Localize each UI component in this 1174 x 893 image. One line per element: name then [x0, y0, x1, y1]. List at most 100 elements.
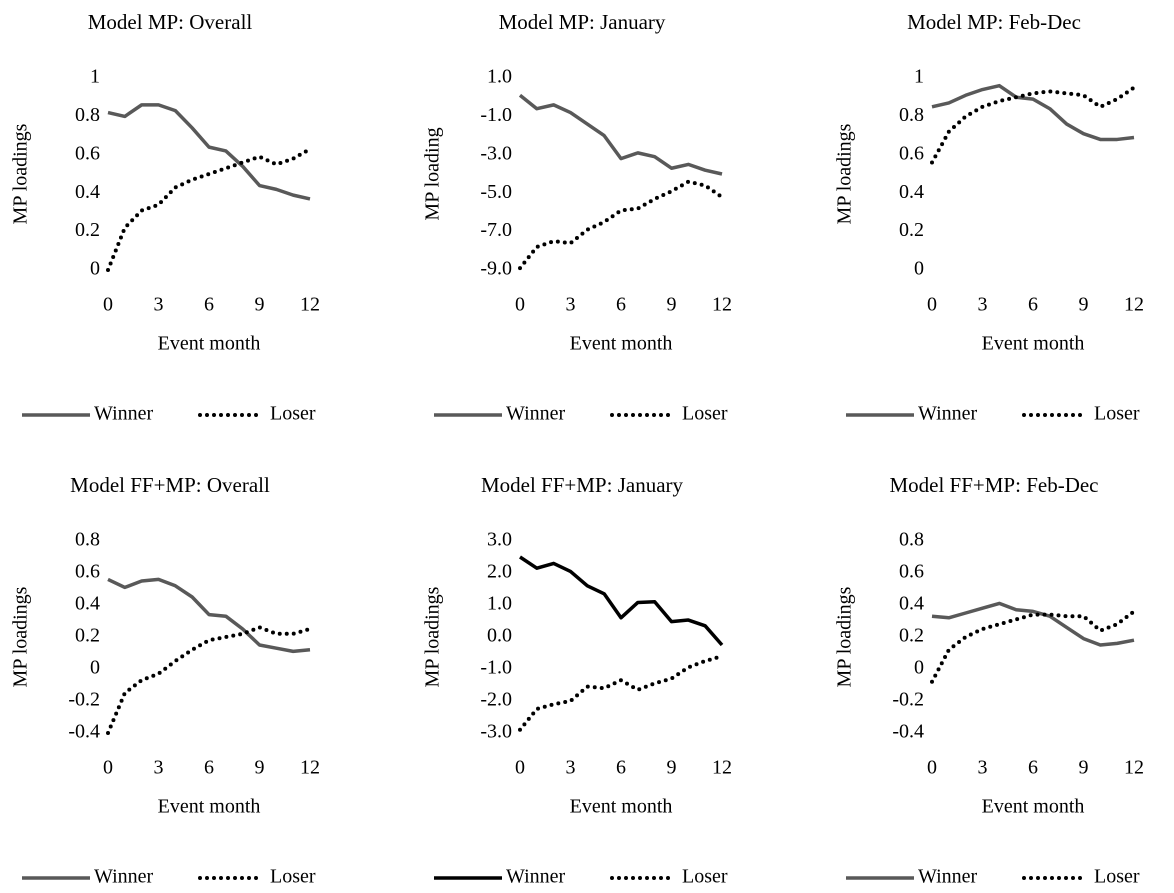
- y-tick-label: -9.0: [480, 258, 512, 280]
- series-line: [106, 625, 312, 735]
- y-tick-label: 0.6: [899, 142, 924, 164]
- chart-panel: Model FF+MP: January -3.0 -2.0 -1.0 0.0 1.0 2.…: [422, 473, 732, 888]
- chart-title: Model MP: January: [499, 10, 666, 34]
- y-tick-label: 1.0: [487, 593, 512, 615]
- x-tick-label: 0: [927, 757, 937, 779]
- x-axis-label: Event month: [158, 333, 261, 355]
- chart-panel: Model FF+MP: Feb-Dec -0.4 -0.2 0 0.2 0.4 0.6 0.…: [834, 473, 1144, 888]
- x-tick-label: 0: [103, 294, 113, 316]
- chart-title: Model MP: Feb-Dec: [907, 10, 1081, 34]
- y-tick-label: 0.6: [75, 142, 100, 164]
- x-tick-label: 12: [1124, 294, 1144, 316]
- y-tick-label: 0.2: [899, 625, 924, 647]
- x-tick-label: 12: [1124, 757, 1144, 779]
- y-tick-label: 0.6: [75, 561, 100, 583]
- series-line: [518, 179, 724, 271]
- y-tick-label: 0.8: [75, 104, 100, 126]
- y-tick-label: 1: [914, 66, 924, 88]
- legend-label: Winner: [918, 866, 978, 888]
- legend-label: Winner: [918, 403, 978, 425]
- x-axis-label: Event month: [158, 796, 261, 818]
- y-tick-label: 0.8: [899, 104, 924, 126]
- y-tick-label: -1.0: [480, 657, 512, 679]
- series-line: [519, 555, 724, 647]
- legend-label: Winner: [94, 403, 154, 425]
- y-tick-label: 0.4: [899, 593, 924, 615]
- y-tick-label: -1.0: [480, 104, 512, 126]
- series-line: [931, 601, 1135, 647]
- series-line: [518, 93, 723, 176]
- y-tick-label: 1.0: [487, 66, 512, 88]
- x-tick-label: 9: [255, 757, 265, 779]
- y-axis-label: MP loadings: [10, 123, 32, 224]
- y-tick-label: 0.6: [899, 561, 924, 583]
- chart-panel: Model MP: January -9.0 -7.0 -5.0 -3.0 -1.0 1.0…: [422, 10, 732, 425]
- x-tick-label: 0: [515, 294, 525, 316]
- y-tick-label: 0.2: [75, 219, 100, 241]
- y-tick-label: 0.4: [75, 181, 100, 203]
- legend-label: Loser: [682, 403, 728, 425]
- series-line: [518, 654, 724, 732]
- y-tick-label: 0.0: [487, 625, 512, 647]
- x-tick-label: 9: [667, 294, 677, 316]
- y-tick-label: 0: [914, 657, 924, 679]
- x-tick-label: 6: [1028, 294, 1038, 316]
- series-line: [930, 609, 1136, 684]
- y-tick-label: -7.0: [480, 219, 512, 241]
- x-tick-label: 3: [978, 294, 988, 316]
- series-line: [931, 83, 1135, 142]
- x-axis-label: Event month: [982, 796, 1085, 818]
- x-tick-label: 9: [1079, 757, 1089, 779]
- y-axis-label: MP loadings: [422, 586, 444, 687]
- legend-label: Loser: [270, 403, 316, 425]
- y-tick-label: 0: [914, 258, 924, 280]
- x-tick-label: 6: [204, 294, 214, 316]
- legend-label: Winner: [506, 403, 566, 425]
- y-tick-label: -3.0: [480, 142, 512, 164]
- x-tick-label: 12: [300, 294, 320, 316]
- y-tick-label: 0.4: [899, 181, 924, 203]
- chart-title: Model FF+MP: Feb-Dec: [889, 473, 1098, 497]
- series-line: [107, 577, 311, 654]
- x-tick-label: 12: [712, 294, 732, 316]
- x-tick-label: 3: [978, 757, 988, 779]
- legend-label: Loser: [1094, 866, 1140, 888]
- y-axis-label: MP loading: [422, 127, 444, 220]
- chart-panel: Model MP: Feb-Dec 0 0.2 0.4 0.6 0.8 1 0 3 6 9 12 Eve…: [834, 10, 1144, 425]
- y-tick-label: 0.2: [75, 625, 100, 647]
- y-tick-label: -3.0: [480, 721, 512, 743]
- y-tick-label: -0.4: [892, 721, 924, 743]
- x-tick-label: 6: [616, 757, 626, 779]
- x-tick-label: 3: [154, 294, 164, 316]
- y-tick-label: -0.2: [68, 689, 100, 711]
- legend-label: Winner: [506, 866, 566, 888]
- series-line: [106, 147, 312, 272]
- x-tick-label: 0: [927, 294, 937, 316]
- chart-title: Model FF+MP: Overall: [70, 473, 270, 497]
- y-tick-label: 0: [90, 657, 100, 679]
- y-tick-label: 0.8: [899, 529, 924, 551]
- y-tick-label: 0.8: [75, 529, 100, 551]
- series-line: [107, 103, 311, 201]
- y-tick-label: 2.0: [487, 561, 512, 583]
- x-axis-label: Event month: [982, 333, 1085, 355]
- y-axis-label: MP loadings: [834, 123, 856, 224]
- x-tick-label: 6: [1028, 757, 1038, 779]
- x-tick-label: 12: [712, 757, 732, 779]
- x-tick-label: 6: [616, 294, 626, 316]
- chart-title: Model MP: Overall: [88, 10, 253, 34]
- chart-panel: Model MP: Overall 0 0.2 0.4 0.6 0.8 1 0 3 6 9 12 Eve…: [10, 10, 320, 425]
- y-tick-label: -0.2: [892, 689, 924, 711]
- y-axis-label: MP loadings: [10, 586, 32, 687]
- x-tick-label: 9: [255, 294, 265, 316]
- y-axis-label: MP loadings: [834, 586, 856, 687]
- x-tick-label: 3: [566, 294, 576, 316]
- y-tick-label: 1: [90, 66, 100, 88]
- series-line: [930, 85, 1136, 165]
- chart-panel: Model FF+MP: Overall -0.4 -0.2 0 0.2 0.4 0.6 0.…: [10, 473, 320, 888]
- legend-label: Loser: [1094, 403, 1140, 425]
- x-tick-label: 9: [667, 757, 677, 779]
- y-tick-label: 0.2: [899, 219, 924, 241]
- x-tick-label: 0: [103, 757, 113, 779]
